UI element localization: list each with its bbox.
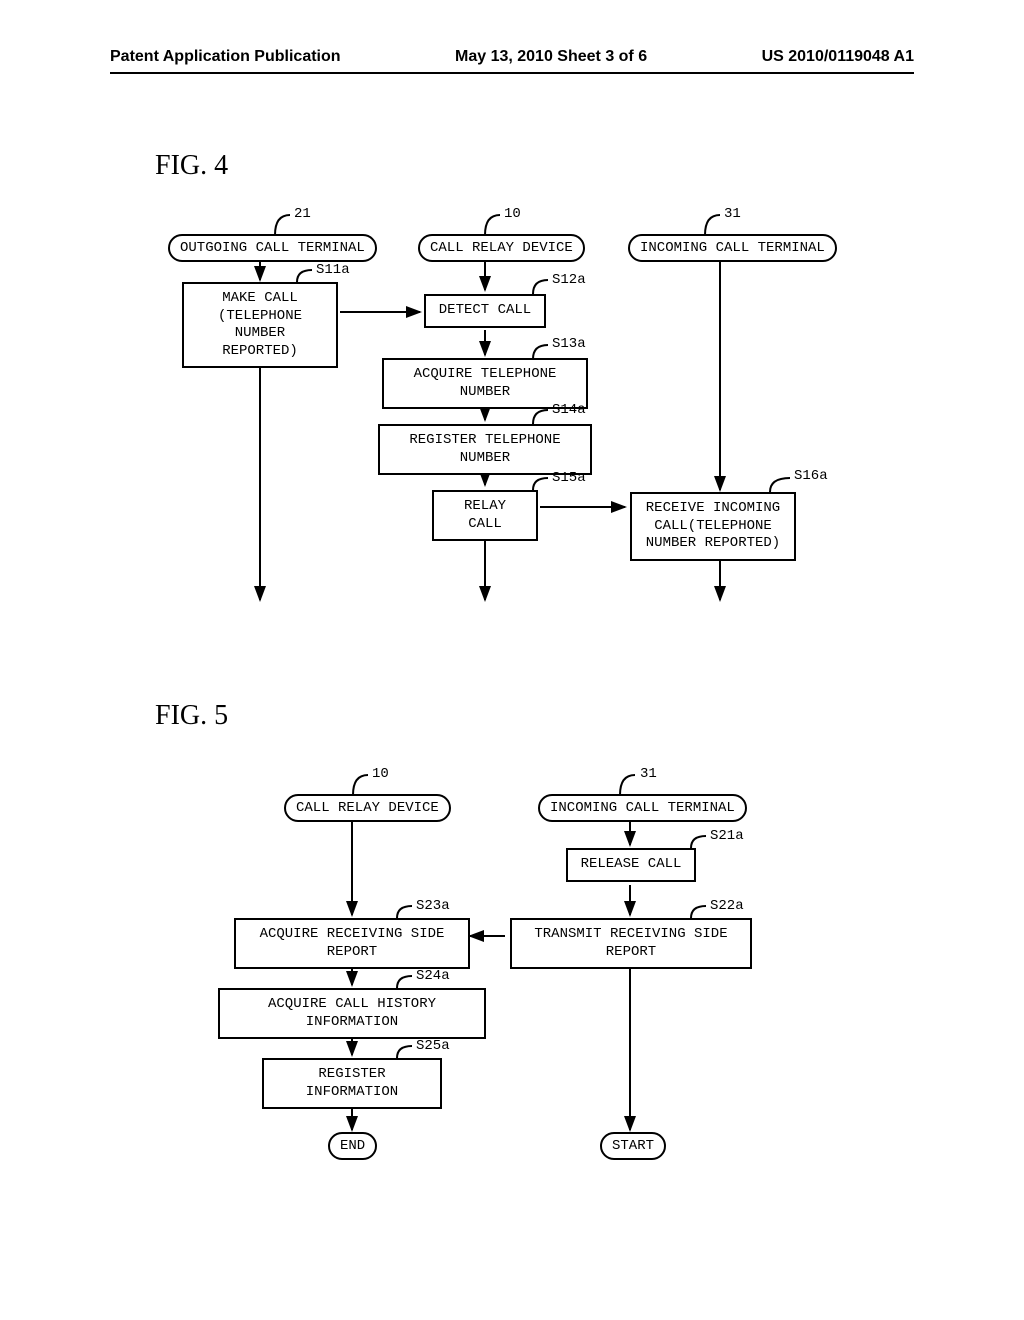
fig5-lane-relay: CALL RELAY DEVICE bbox=[284, 794, 451, 822]
fig5-step-s21a-id: S21a bbox=[710, 828, 744, 844]
fig5-step-s22a-id: S22a bbox=[710, 898, 744, 914]
fig4-step-s11a-id: S11a bbox=[316, 262, 350, 278]
fig5-step-s23a-id: S23a bbox=[416, 898, 450, 914]
fig4-label: FIG. 4 bbox=[155, 150, 228, 182]
fig4-lane-incoming: INCOMING CALL TERMINAL bbox=[628, 234, 837, 262]
fig5-lane-relay-num: 10 bbox=[372, 766, 389, 782]
fig5-step-s23a: ACQUIRE RECEIVING SIDE REPORT bbox=[234, 918, 470, 969]
header-right: US 2010/0119048 A1 bbox=[762, 48, 914, 66]
fig5-step-s24a: ACQUIRE CALL HISTORY INFORMATION bbox=[218, 988, 486, 1039]
fig4-arrows bbox=[0, 200, 1024, 640]
fig5-step-s25a: REGISTER INFORMATION bbox=[262, 1058, 442, 1109]
fig5-step-s24a-id: S24a bbox=[416, 968, 450, 984]
fig4-lane-relay-num: 10 bbox=[504, 206, 521, 222]
fig5-label: FIG. 5 bbox=[155, 700, 228, 732]
fig4-step-s16a: RECEIVE INCOMINGCALL(TELEPHONENUMBER REP… bbox=[630, 492, 796, 561]
fig5-step-s22a: TRANSMIT RECEIVING SIDE REPORT bbox=[510, 918, 752, 969]
fig5-start: START bbox=[600, 1132, 666, 1160]
fig5-lane-incoming: INCOMING CALL TERMINAL bbox=[538, 794, 747, 822]
fig5-end: END bbox=[328, 1132, 377, 1160]
fig4-lane-outgoing: OUTGOING CALL TERMINAL bbox=[168, 234, 377, 262]
fig4-step-s12a-id: S12a bbox=[552, 272, 586, 288]
header-rule bbox=[110, 72, 914, 74]
fig4-step-s15a: RELAY CALL bbox=[432, 490, 538, 541]
fig4-lane-incoming-num: 31 bbox=[724, 206, 741, 222]
fig4-diagram: 21 10 31 OUTGOING CALL TERMINAL CALL REL… bbox=[0, 200, 1024, 640]
fig4-lane-relay: CALL RELAY DEVICE bbox=[418, 234, 585, 262]
header-left: Patent Application Publication bbox=[110, 48, 341, 66]
fig4-step-s11a: MAKE CALL(TELEPHONE NUMBERREPORTED) bbox=[182, 282, 338, 368]
page: Patent Application Publication May 13, 2… bbox=[0, 0, 1024, 1320]
page-header: Patent Application Publication May 13, 2… bbox=[110, 48, 914, 66]
header-center: May 13, 2010 Sheet 3 of 6 bbox=[455, 48, 647, 66]
fig4-step-s12a: DETECT CALL bbox=[424, 294, 546, 328]
fig4-step-s14a-id: S14a bbox=[552, 402, 586, 418]
fig5-lane-incoming-num: 31 bbox=[640, 766, 657, 782]
fig4-step-s14a: REGISTER TELEPHONE NUMBER bbox=[378, 424, 592, 475]
fig5-step-s21a: RELEASE CALL bbox=[566, 848, 696, 882]
fig4-step-s15a-id: S15a bbox=[552, 470, 586, 486]
fig4-step-s13a-id: S13a bbox=[552, 336, 586, 352]
fig4-lane-outgoing-num: 21 bbox=[294, 206, 311, 222]
fig5-arrows bbox=[0, 760, 1024, 1240]
fig5-diagram: 10 31 CALL RELAY DEVICE INCOMING CALL TE… bbox=[0, 760, 1024, 1240]
fig5-step-s25a-id: S25a bbox=[416, 1038, 450, 1054]
fig4-step-s16a-id: S16a bbox=[794, 468, 828, 484]
